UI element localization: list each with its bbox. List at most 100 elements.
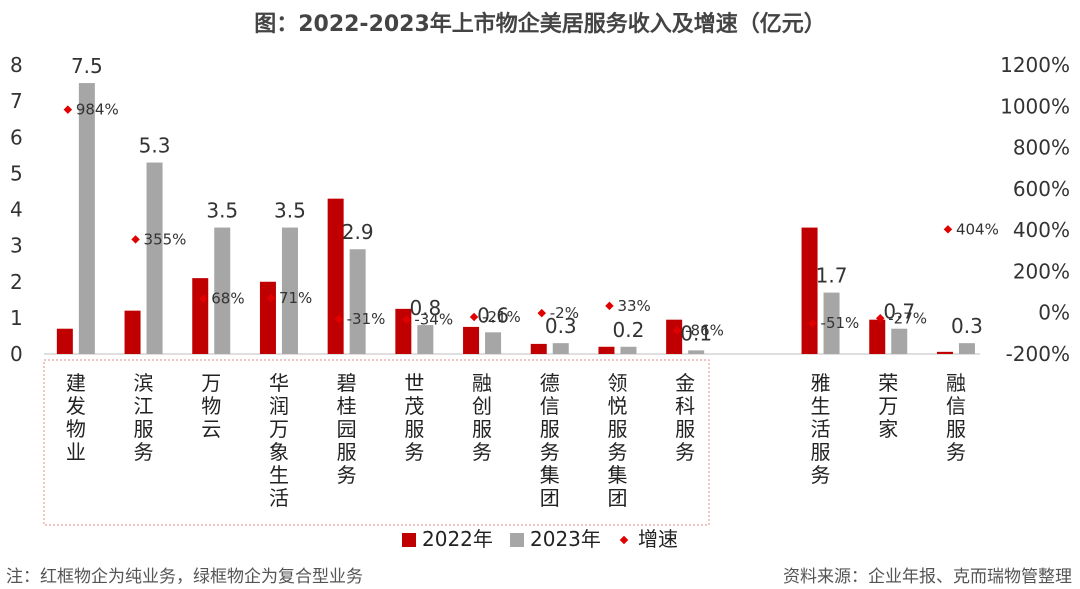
bar-2022: [56, 328, 73, 354]
left-axis-tick: 8: [10, 53, 23, 77]
bar-2023: [146, 162, 163, 354]
legend-swatch-growth: [619, 535, 629, 545]
bar-2023: [214, 227, 231, 354]
bar-2023: [823, 292, 840, 354]
growth-label: -27%: [888, 309, 927, 327]
category-label: 融信服务: [946, 371, 966, 464]
bar-2022: [530, 343, 547, 354]
bar-2022: [801, 227, 818, 354]
value-label-2023: 0.3: [545, 314, 577, 338]
category-label: 碧桂园服务: [337, 371, 357, 487]
growth-point: [334, 314, 343, 324]
bar-2023: [958, 343, 975, 354]
category-label: 荣万家: [878, 371, 898, 441]
value-label-2023: 0.8: [409, 296, 441, 320]
growth-point: [469, 312, 479, 322]
bar-2022: [124, 310, 141, 354]
legend-swatch-2022: [402, 533, 416, 547]
left-axis-tick: 1: [10, 306, 23, 330]
growth-point: [672, 326, 682, 335]
value-label-2023: 7.5: [71, 54, 103, 78]
growth-point: [266, 293, 276, 303]
right-axis-tick: 1000%: [1000, 94, 1070, 118]
value-label-2023: 1.7: [816, 264, 848, 288]
left-axis-tick: 0: [10, 342, 23, 366]
footer-note: 注：红框物企为纯业务，绿框物企为复合型业务: [6, 567, 363, 587]
left-axis-tick: 6: [10, 125, 23, 149]
growth-label: 355%: [144, 230, 187, 248]
footer-source: 资料来源：企业年报、克而瑞物管整理: [783, 567, 1072, 587]
growth-label: -34%: [414, 311, 453, 329]
legend-label-2022: 2022年: [422, 527, 493, 551]
bar-2023: [620, 346, 637, 354]
growth-point: [199, 294, 208, 303]
growth-label: 68%: [211, 290, 244, 308]
right-axis-tick: 800%: [1013, 136, 1070, 160]
growth-label: -86%: [685, 321, 724, 339]
bar-2022: [869, 319, 886, 354]
value-label-2023: 5.3: [139, 134, 171, 158]
bar-2022: [327, 198, 344, 354]
left-axis-tick: 4: [10, 198, 23, 222]
bar-2022: [598, 346, 615, 354]
legend-swatch-2023: [510, 533, 524, 547]
growth-label: -31%: [347, 310, 386, 328]
growth-label: 71%: [279, 289, 312, 307]
right-axis-tick: 1200%: [1000, 53, 1070, 77]
category-label: 建发物业: [66, 371, 86, 464]
growth-label: -21%: [482, 308, 521, 326]
value-label-2023: 2.9: [342, 220, 374, 244]
value-label-2023: 3.5: [206, 199, 238, 223]
bar-2023: [78, 83, 95, 354]
category-label: 万物云: [201, 371, 221, 441]
bar-2023: [891, 328, 908, 354]
bar-2022: [463, 326, 480, 354]
bar-2022: [936, 351, 953, 354]
right-axis-tick: 0%: [1038, 301, 1070, 325]
bar-2023: [485, 332, 502, 354]
legend-label-growth: 增速: [638, 527, 678, 551]
right-axis-tick: 600%: [1013, 177, 1070, 201]
category-label: 世茂服务: [404, 371, 424, 464]
pure-business-box-layer: [43, 359, 710, 526]
growth-point: [876, 314, 885, 323]
left-axis-tick: 7: [10, 89, 23, 113]
category-label: 融创服务: [472, 371, 492, 464]
growth-point: [605, 301, 614, 311]
bar-2023: [281, 227, 298, 354]
category-label: 金科服务: [675, 371, 695, 464]
growth-point: [402, 315, 411, 324]
value-label-2023: 3.5: [274, 199, 306, 223]
growth-points-layer: 984% 355% 68% 71% -31% -34% -21% -2% 33% -86% -51%…: [63, 101, 999, 339]
left-axis-tick: 3: [10, 234, 23, 258]
category-label: 滨江服务: [134, 371, 154, 464]
legend: 2022年 2023年 增速: [402, 527, 678, 551]
category-label: 华润万象生活: [269, 371, 289, 510]
bar-2023: [688, 350, 705, 354]
right-axis-tick: 200%: [1013, 259, 1070, 283]
bar-chart: 0 1 2 3 4 5 6 7 8 -200% 0% 200% 400% 600% 800% 1000% 12…: [10, 53, 1070, 551]
category-label: 领悦服务集团: [607, 371, 627, 510]
right-axis-tick: -200%: [1006, 342, 1070, 366]
left-axis-tick: 5: [10, 161, 23, 185]
growth-point: [943, 225, 953, 234]
growth-label: -51%: [821, 314, 860, 332]
category-labels-layer: 建发物业 滨江服务 万物云 华润万象生活 碧桂园服务 世茂服务 融创服务 德信服务集团 领悦服务…: [66, 371, 966, 510]
growth-point: [131, 235, 140, 244]
value-label-2023: 0.3: [951, 314, 983, 338]
growth-label: 404%: [956, 220, 999, 238]
growth-point: [63, 105, 73, 114]
chart-title: 图：2022-2023年上市物企美居服务收入及增速（亿元）: [254, 12, 826, 37]
left-axis: 0 1 2 3 4 5 6 7 8: [10, 53, 980, 366]
right-axis: -200% 0% 200% 400% 600% 800% 1000% 1200%: [1000, 53, 1070, 366]
growth-label: 984%: [76, 101, 119, 119]
growth-label: 33%: [617, 297, 650, 315]
bar-2023: [552, 343, 569, 354]
bar-2022: [259, 281, 276, 354]
left-axis-tick: 2: [10, 270, 23, 294]
legend-label-2023: 2023年: [530, 527, 601, 551]
growth-point: [537, 308, 546, 318]
category-label: 德信服务集团: [540, 371, 560, 510]
bar-2022: [192, 278, 209, 354]
value-labels-layer: 7.5 5.3 3.5 3.5 2.9 0.8 0.6 0.3 0.2 0.1 1.7 0.7 0.3: [71, 54, 983, 345]
